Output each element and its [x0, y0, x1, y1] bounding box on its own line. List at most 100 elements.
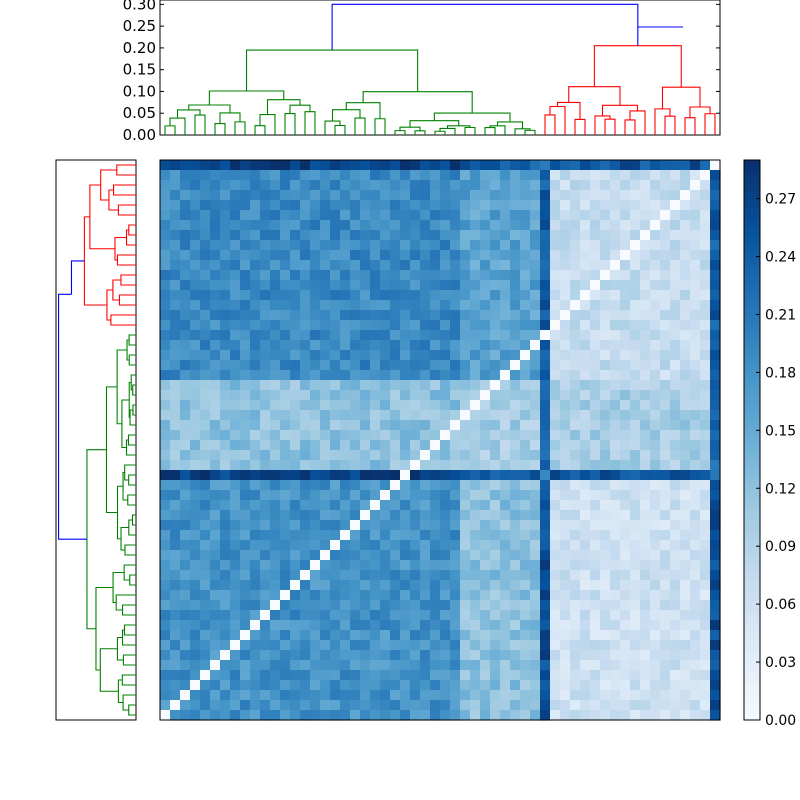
- heatmap-cell: [540, 500, 551, 511]
- heatmap-cell: [280, 580, 291, 591]
- heatmap-cell: [620, 310, 631, 321]
- heatmap-cell: [650, 420, 661, 431]
- heatmap-cell: [670, 200, 681, 211]
- heatmap-cell: [180, 480, 191, 491]
- heatmap-cell: [270, 600, 281, 611]
- heatmap-cell: [610, 160, 621, 171]
- heatmap-cell: [460, 390, 471, 401]
- heatmap-cell: [690, 280, 701, 291]
- heatmap-cell: [220, 650, 231, 661]
- heatmap-cell: [530, 640, 541, 651]
- heatmap-cell: [500, 440, 511, 451]
- heatmap-cell: [620, 640, 631, 651]
- heatmap-cell: [510, 470, 521, 481]
- heatmap-cell: [190, 650, 201, 661]
- heatmap-cell: [710, 160, 721, 171]
- heatmap-cell: [310, 440, 321, 451]
- heatmap-cell: [250, 600, 261, 611]
- heatmap-cell: [410, 550, 421, 561]
- heatmap-cell: [500, 390, 511, 401]
- heatmap-cell: [390, 350, 401, 361]
- heatmap-cell: [520, 710, 531, 721]
- heatmap-cell: [600, 670, 611, 681]
- heatmap-cell: [460, 270, 471, 281]
- heatmap-cell: [250, 630, 261, 641]
- heatmap-cell: [610, 560, 621, 571]
- heatmap-cell: [700, 350, 711, 361]
- heatmap-cell: [700, 670, 711, 681]
- heatmap-cell: [680, 290, 691, 301]
- heatmap-cell: [280, 660, 291, 671]
- heatmap-cell: [200, 630, 211, 641]
- heatmap-cell: [500, 400, 511, 411]
- heatmap-cell: [500, 310, 511, 321]
- heatmap-cell: [380, 230, 391, 241]
- heatmap-cell: [340, 570, 351, 581]
- heatmap-cell: [540, 610, 551, 621]
- heatmap-cell: [530, 440, 541, 451]
- heatmap-cell: [540, 310, 551, 321]
- heatmap-cell: [450, 190, 461, 201]
- heatmap-cell: [230, 630, 241, 641]
- heatmap-cell: [380, 470, 391, 481]
- heatmap-cell: [180, 680, 191, 691]
- heatmap-cell: [390, 270, 401, 281]
- heatmap-cell: [600, 390, 611, 401]
- heatmap-cell: [250, 680, 261, 691]
- heatmap-cell: [380, 570, 391, 581]
- heatmap-cell: [430, 360, 441, 371]
- heatmap-cell: [230, 200, 241, 211]
- heatmap-cell: [520, 570, 531, 581]
- heatmap-cell: [420, 480, 431, 491]
- heatmap-cell: [510, 560, 521, 571]
- heatmap-cell: [470, 240, 481, 251]
- heatmap-cell: [170, 530, 181, 541]
- heatmap-cell: [410, 360, 421, 371]
- heatmap-cell: [620, 530, 631, 541]
- heatmap-cell: [290, 380, 301, 391]
- heatmap-cell: [550, 180, 561, 191]
- heatmap-cell: [710, 330, 721, 341]
- heatmap-cell: [450, 460, 461, 471]
- heatmap-cell: [540, 530, 551, 541]
- heatmap-cell: [620, 620, 631, 631]
- red-cluster-link: [83, 216, 107, 306]
- heatmap-cell: [440, 650, 451, 661]
- heatmap-cell: [420, 200, 431, 211]
- heatmap-cell: [190, 480, 201, 491]
- heatmap-cell: [700, 460, 711, 471]
- heatmap-cell: [190, 430, 201, 441]
- heatmap-cell: [510, 480, 521, 491]
- heatmap-cell: [240, 370, 251, 381]
- heatmap-cell: [270, 180, 281, 191]
- heatmap-cell: [260, 480, 271, 491]
- heatmap-cell: [280, 620, 291, 631]
- heatmap-cell: [630, 300, 641, 311]
- heatmap-cell: [220, 700, 231, 711]
- heatmap-cell: [520, 260, 531, 271]
- heatmap-cell: [290, 430, 301, 441]
- heatmap-cell: [620, 250, 631, 261]
- heatmap-cell: [490, 210, 501, 221]
- heatmap-cell: [510, 400, 521, 411]
- heatmap-cell: [360, 430, 371, 441]
- heatmap-cell: [250, 480, 261, 491]
- heatmap-cell: [380, 580, 391, 591]
- heatmap-cell: [200, 510, 211, 521]
- heatmap-cell: [680, 260, 691, 271]
- heatmap-cell: [630, 650, 641, 661]
- heatmap-cell: [540, 360, 551, 371]
- heatmap-cell: [700, 290, 711, 301]
- heatmap-cell: [180, 540, 191, 551]
- heatmap-cell: [690, 250, 701, 261]
- heatmap-cell: [270, 470, 281, 481]
- heatmap-cell: [210, 290, 221, 301]
- heatmap-cell: [380, 240, 391, 251]
- heatmap-cell: [250, 500, 261, 511]
- heatmap-cell: [660, 560, 671, 571]
- heatmap-cell: [310, 600, 321, 611]
- heatmap-cell: [250, 370, 261, 381]
- heatmap-cell: [710, 430, 721, 441]
- heatmap-cell: [250, 310, 261, 321]
- heatmap-cell: [360, 670, 371, 681]
